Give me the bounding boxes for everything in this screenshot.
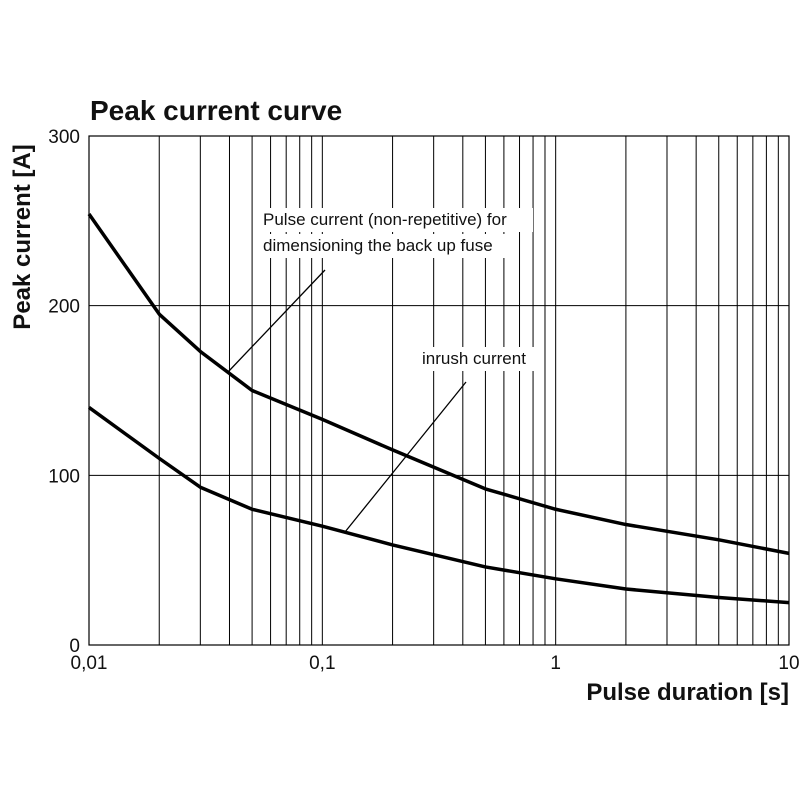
y-tick-label: 0 xyxy=(69,636,80,657)
x-tick-label: 1 xyxy=(550,653,561,674)
annotation: inrush current xyxy=(422,349,526,368)
annotation-bg xyxy=(420,347,540,371)
x-axis-label: Pulse duration [s] xyxy=(586,679,789,706)
y-axis-label: Peak current [A] xyxy=(9,144,36,329)
x-tick-label: 10 xyxy=(778,653,799,674)
annotation: Pulse current (non-repetitive) for xyxy=(263,210,507,229)
curve xyxy=(87,406,790,605)
annotation: dimensioning the back up fuse xyxy=(263,236,493,255)
y-tick-label: 300 xyxy=(48,127,80,148)
x-tick-label: 0,1 xyxy=(309,653,335,674)
y-tick-label: 100 xyxy=(48,466,80,487)
chart-title: Peak current curve xyxy=(90,95,342,126)
annotation-bg xyxy=(261,234,519,258)
leader-line xyxy=(227,269,326,373)
y-tick-label: 200 xyxy=(48,297,80,318)
x-tick-label: 0,01 xyxy=(71,653,108,674)
annotation-bg xyxy=(261,208,533,232)
plot-frame xyxy=(88,135,790,646)
curve xyxy=(87,213,790,556)
